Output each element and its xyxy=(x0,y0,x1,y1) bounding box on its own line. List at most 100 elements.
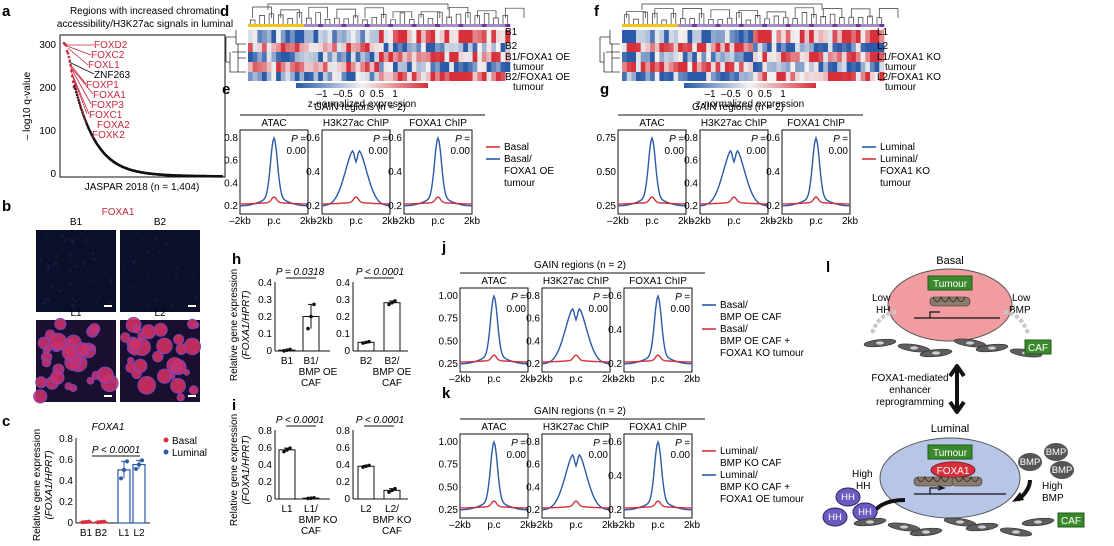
cell-blob xyxy=(56,288,58,290)
cell-blob xyxy=(86,243,88,246)
track-ytick: 0.2 xyxy=(608,359,622,370)
heatmap-cell xyxy=(285,43,291,52)
column-group-marker xyxy=(827,24,833,27)
heatmap-cell xyxy=(350,72,356,81)
heatmap-cell xyxy=(299,72,305,81)
signal-profile-weak xyxy=(699,196,769,205)
track-xtick: 2kb xyxy=(602,374,619,385)
category-label: B1/ xyxy=(303,356,318,367)
heatmap-cell xyxy=(397,62,403,72)
heatmap-cell xyxy=(682,43,688,52)
image-label: L1 xyxy=(70,308,82,319)
cell-blob xyxy=(152,350,164,363)
cell-blob xyxy=(150,246,154,250)
heatmap-cell xyxy=(664,72,670,81)
cell-blob xyxy=(45,238,47,240)
track-title: ATAC xyxy=(639,118,664,129)
heatmap-cell xyxy=(841,72,847,81)
panel-h-ytick: 0.3 xyxy=(258,295,272,306)
cell-blob xyxy=(44,301,47,304)
heatmap-cell xyxy=(435,72,441,81)
motif-point xyxy=(68,59,71,62)
heatmap-cell xyxy=(379,30,384,43)
pvalue-value: 0.00 xyxy=(747,146,767,157)
pvalue-value: 0.00 xyxy=(589,450,609,461)
cell-blob xyxy=(68,269,72,273)
signal-profile-strong xyxy=(624,293,692,365)
track-ytick: 0.50 xyxy=(439,482,459,493)
pvalue-label: P = xyxy=(593,438,608,449)
basal-title: Basal xyxy=(936,255,964,267)
heatmap-cell xyxy=(696,72,702,81)
track-frame xyxy=(541,433,611,519)
heatmap-cell xyxy=(785,72,791,81)
pvalue-value: 0.00 xyxy=(507,450,527,461)
heatmap-cell xyxy=(491,62,497,72)
scale-tick: 0.5 xyxy=(370,89,384,100)
cell-blob xyxy=(174,275,178,280)
heatmap-cell xyxy=(477,43,483,52)
caf-tag-label: CAF xyxy=(1028,343,1048,354)
panel-a-title-line1: Regions with increased chromatin xyxy=(70,6,220,17)
column-group-marker xyxy=(631,24,637,27)
heatmap-cell xyxy=(748,52,754,62)
category-label: B2 xyxy=(360,356,373,367)
panel-i-ytick: 0.6 xyxy=(258,443,272,454)
heatmap-cell xyxy=(505,72,511,81)
heatmap-cell xyxy=(262,52,267,62)
heatmap-cell xyxy=(860,52,866,62)
heatmap-cell xyxy=(753,30,758,43)
replicate-point xyxy=(288,347,292,352)
column-group-marker xyxy=(397,24,403,27)
panel-h-ytick: 0.2 xyxy=(258,312,272,323)
cell-blob xyxy=(44,234,48,237)
heatmap-cell xyxy=(379,62,384,72)
reprogramming-label: reprogramming xyxy=(876,397,944,408)
panel-c-bars xyxy=(79,458,146,525)
heatmap-cell xyxy=(767,30,772,43)
high-hh-label: High xyxy=(852,469,873,480)
heatmap-cell xyxy=(430,43,436,52)
heatmap-cell xyxy=(678,43,684,52)
heatmap-cell xyxy=(748,72,754,81)
signal-profile-weak xyxy=(459,354,529,363)
heatmap-cell xyxy=(659,30,665,43)
motif-point xyxy=(67,55,71,59)
replicate-point xyxy=(125,459,129,464)
heatmap-cell xyxy=(724,43,730,52)
panel-h-ytick: 0.1 xyxy=(258,329,272,340)
heatmap-cell xyxy=(851,52,857,62)
panel-b-label: b xyxy=(2,198,11,215)
category-label: BMP KO xyxy=(299,515,338,526)
heatmap-cell xyxy=(374,52,380,62)
column-group-marker xyxy=(795,24,801,27)
cell-blob xyxy=(52,263,55,267)
cell-blob xyxy=(126,260,129,263)
pvalue-label: P = xyxy=(511,438,526,449)
heatmap-cell xyxy=(734,62,740,72)
heatmap-cell xyxy=(734,72,740,81)
legend-label: FOXA1 OE xyxy=(504,166,554,177)
heatmap-cell xyxy=(851,72,857,81)
track-xtick: 2kb xyxy=(520,374,537,385)
heatmap-cell xyxy=(308,72,314,81)
low-hh-label: HH xyxy=(876,305,890,316)
track-ytick: 0.25 xyxy=(597,201,617,212)
heatmap-cell xyxy=(748,30,754,43)
panel-c-ylabel2: (FOXA1/HPRT) xyxy=(44,450,55,519)
heatmap-cell xyxy=(799,30,805,43)
column-group-marker xyxy=(491,24,497,27)
column-group-marker xyxy=(659,24,665,27)
pvalue-value: 0.00 xyxy=(829,146,849,157)
heatmap-cell xyxy=(341,52,347,62)
heatmap-cell xyxy=(402,62,408,72)
panel-a-xlabel: JASPAR 2018 (n = 1,404) xyxy=(85,182,200,193)
heatmap-cell xyxy=(425,52,431,62)
heatmap-cell xyxy=(336,62,342,72)
heatmap-cell xyxy=(701,62,707,72)
column-group-marker xyxy=(496,24,501,27)
scale-label: z-normalized expression xyxy=(696,99,804,110)
expression-bar xyxy=(278,449,296,500)
heatmap-cell xyxy=(332,72,338,81)
